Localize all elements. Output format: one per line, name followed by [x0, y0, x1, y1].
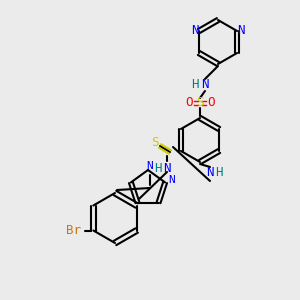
- Text: N: N: [206, 167, 214, 179]
- Text: H: H: [154, 161, 162, 175]
- Text: H: H: [215, 167, 223, 179]
- Text: O: O: [185, 97, 193, 110]
- Text: N: N: [191, 23, 199, 37]
- Text: O: O: [207, 97, 215, 110]
- Text: Br: Br: [66, 224, 81, 237]
- Text: N: N: [147, 161, 153, 171]
- Text: N: N: [169, 176, 176, 185]
- Text: S: S: [196, 97, 204, 110]
- Text: N: N: [201, 79, 209, 92]
- Text: S: S: [151, 136, 159, 149]
- Text: N: N: [237, 23, 245, 37]
- Text: H: H: [191, 79, 199, 92]
- Text: N: N: [163, 161, 171, 175]
